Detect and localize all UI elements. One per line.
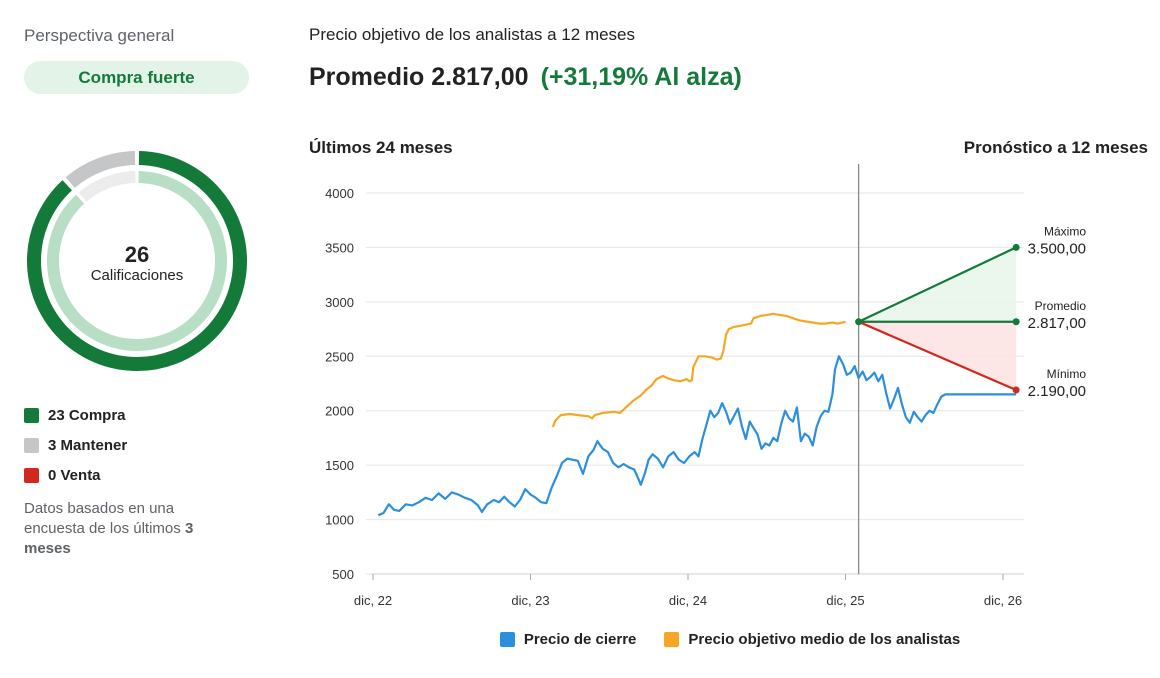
forecast-period-label: Pronóstico a 12 meses <box>963 138 1148 157</box>
legend-sell: 0 Venta <box>24 460 127 490</box>
target-price-line <box>551 312 846 428</box>
overview-title: Perspectiva general <box>24 26 175 45</box>
forecast-high-point <box>1012 243 1020 251</box>
forecast-start-point <box>855 318 863 326</box>
x-tick-label: dic, 22 <box>354 593 392 608</box>
hold-swatch <box>24 437 39 453</box>
legend-buy: 23 Compra <box>24 400 127 430</box>
y-tick-label: 1000 <box>325 513 354 528</box>
y-tick-label: 4000 <box>325 186 354 201</box>
close-price-line <box>377 355 1017 517</box>
ratings-legend: 23 Compra 3 Mantener 0 Venta <box>24 400 127 490</box>
upside-percent: (+31,19% Al alza) <box>540 63 742 91</box>
forecast-low-point <box>1012 386 1020 394</box>
x-tick-label: dic, 26 <box>984 593 1022 608</box>
donut-inner-segment-1 <box>78 171 136 202</box>
donut-inner-segment-0 <box>47 171 227 351</box>
legend-target-price[interactable]: Precio objetivo medio de los analistas <box>664 631 960 648</box>
close-price-label: Precio de cierre <box>523 631 637 648</box>
survey-note-text: Datos basados en una encuesta de los últ… <box>24 500 181 537</box>
x-tick-label: dic, 23 <box>511 593 549 608</box>
forecast-average-label: Promedio <box>1035 299 1087 313</box>
rating-badge: Compra fuerte <box>24 61 249 94</box>
buy-swatch <box>24 407 39 423</box>
y-tick-label: 2000 <box>325 404 354 419</box>
forecast-high-line <box>858 246 1017 323</box>
forecast-high-value: 3.500,00 <box>1028 240 1086 257</box>
hold-label: 3 Mantener <box>48 436 128 454</box>
average-target: Promedio 2.817,00 (+31,19% Al alza) <box>309 63 742 92</box>
forecast-average-point <box>1012 318 1020 326</box>
buy-label: 23 Compra <box>48 406 126 424</box>
target-price-swatch <box>664 632 680 647</box>
forecast-high-label: Máximo <box>1044 224 1086 238</box>
forecast-low-line <box>858 320 1017 392</box>
legend-close-price[interactable]: Precio de cierre <box>499 631 637 648</box>
x-tick-label: dic, 24 <box>669 593 707 608</box>
forecast-low-label: Mínimo <box>1047 367 1087 381</box>
sell-swatch <box>24 467 39 483</box>
ratings-donut: 26 Calificaciones <box>27 151 247 371</box>
sell-label: 0 Venta <box>48 466 101 484</box>
ratings-total: 26 <box>125 242 149 267</box>
target-title: Precio objetivo de los analistas a 12 me… <box>309 25 636 44</box>
forecast-low-value: 2.190,00 <box>1028 383 1086 400</box>
survey-note-period: 3 meses <box>24 520 194 557</box>
survey-note: Datos basados en una encuesta de los últ… <box>24 499 224 559</box>
y-tick-label: 2500 <box>325 349 354 364</box>
y-tick-label: 500 <box>332 567 354 582</box>
close-price-swatch <box>499 632 515 647</box>
ratings-total-label: Calificaciones <box>91 267 184 284</box>
donut-segment-0 <box>27 151 247 371</box>
y-tick-label: 1500 <box>325 458 354 473</box>
x-tick-label: dic, 25 <box>826 593 864 608</box>
y-tick-label: 3000 <box>325 295 354 310</box>
chart-legend: Precio de cierre Precio objetivo medio d… <box>0 631 1160 648</box>
forecast-average-value: 2.817,00 <box>1028 315 1086 332</box>
legend-hold: 3 Mantener <box>24 430 127 460</box>
donut-segment-1 <box>65 151 136 189</box>
y-tick-label: 3500 <box>325 240 354 255</box>
target-price-label: Precio objetivo medio de los analistas <box>688 631 961 648</box>
past-period-label: Últimos 24 meses <box>309 138 453 157</box>
average-target-value: Promedio 2.817,00 <box>309 63 529 91</box>
